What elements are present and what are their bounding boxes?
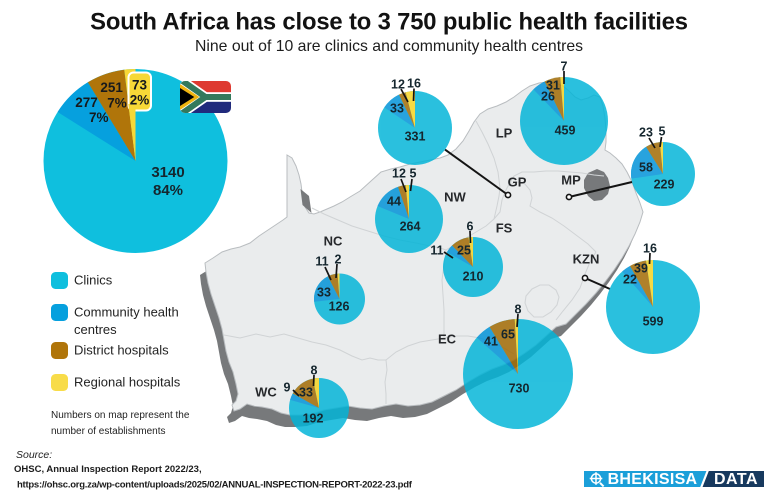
svg-text:5: 5 — [659, 125, 666, 139]
svg-text:9: 9 — [284, 381, 291, 395]
svg-text:District hospitals: District hospitals — [74, 343, 169, 358]
svg-text:LP: LP — [496, 126, 513, 141]
svg-text:Community health: Community health — [74, 305, 179, 320]
svg-text:58: 58 — [639, 161, 653, 175]
svg-text:MP: MP — [561, 173, 581, 188]
svg-text:11: 11 — [430, 244, 443, 258]
svg-text:Numbers on map represent the: Numbers on map represent the — [51, 410, 190, 421]
svg-text:73: 73 — [132, 78, 148, 93]
svg-text:599: 599 — [643, 315, 664, 329]
svg-text:22: 22 — [623, 273, 637, 287]
svg-text:6: 6 — [467, 220, 474, 234]
svg-text:https://ohsc.org.za/wp-content: https://ohsc.org.za/wp-content/uploads/2… — [17, 480, 413, 491]
svg-text:16: 16 — [643, 242, 657, 256]
svg-text:33: 33 — [390, 102, 404, 116]
svg-text:192: 192 — [303, 412, 324, 426]
svg-text:65: 65 — [501, 328, 515, 342]
svg-text:126: 126 — [329, 300, 350, 314]
svg-text:8: 8 — [515, 303, 522, 317]
svg-text:23: 23 — [639, 126, 653, 140]
svg-text:33: 33 — [299, 386, 313, 400]
svg-text:31: 31 — [546, 79, 560, 93]
svg-text:44: 44 — [387, 195, 401, 209]
svg-text:229: 229 — [654, 178, 675, 192]
svg-text:5: 5 — [410, 167, 417, 181]
svg-text:FS: FS — [496, 221, 513, 236]
svg-text:number of establishments: number of establishments — [51, 426, 166, 437]
svg-text:7%: 7% — [107, 96, 127, 111]
svg-text:84%: 84% — [153, 182, 183, 199]
svg-text:Nine out of 10 are clinics and: Nine out of 10 are clinics and community… — [195, 38, 583, 55]
svg-text:EC: EC — [438, 332, 457, 347]
svg-text:NC: NC — [324, 234, 343, 249]
svg-text:16: 16 — [407, 77, 421, 91]
svg-text:26: 26 — [541, 90, 555, 104]
svg-text:NW: NW — [444, 190, 466, 205]
svg-text:DATA: DATA — [714, 471, 758, 488]
svg-text:39: 39 — [634, 262, 648, 276]
svg-text:33: 33 — [317, 286, 331, 300]
svg-text:7%: 7% — [89, 110, 109, 125]
svg-text:Source:: Source: — [16, 449, 52, 461]
svg-text:25: 25 — [457, 244, 471, 258]
svg-text:KZN: KZN — [573, 252, 600, 267]
svg-text:3140: 3140 — [151, 164, 184, 181]
svg-text:41: 41 — [484, 335, 498, 349]
svg-text:210: 210 — [463, 270, 484, 284]
svg-text:264: 264 — [400, 220, 421, 234]
svg-text:730: 730 — [509, 382, 530, 396]
svg-text:12: 12 — [391, 78, 405, 92]
svg-text:OHSC, Annual Inspection Report: OHSC, Annual Inspection Report 2022/23, — [14, 464, 202, 475]
svg-text:11: 11 — [315, 255, 328, 269]
svg-text:7: 7 — [561, 60, 568, 74]
svg-text:12: 12 — [392, 167, 406, 181]
svg-text:Regional hospitals: Regional hospitals — [74, 375, 181, 390]
svg-text:Clinics: Clinics — [74, 273, 113, 288]
svg-text:2%: 2% — [130, 93, 150, 108]
svg-text:331: 331 — [405, 130, 426, 144]
svg-text:277: 277 — [75, 95, 98, 110]
svg-text:BHEKISISA: BHEKISISA — [608, 471, 698, 488]
svg-text:GP: GP — [508, 175, 527, 190]
svg-text:centres: centres — [74, 322, 117, 337]
svg-text:2: 2 — [335, 253, 342, 267]
svg-text:South Africa has close to 3 75: South Africa has close to 3 750 public h… — [90, 9, 688, 36]
svg-text:251: 251 — [100, 80, 123, 95]
svg-text:459: 459 — [555, 124, 576, 138]
svg-text:WC: WC — [255, 385, 277, 400]
svg-text:8: 8 — [311, 364, 318, 378]
